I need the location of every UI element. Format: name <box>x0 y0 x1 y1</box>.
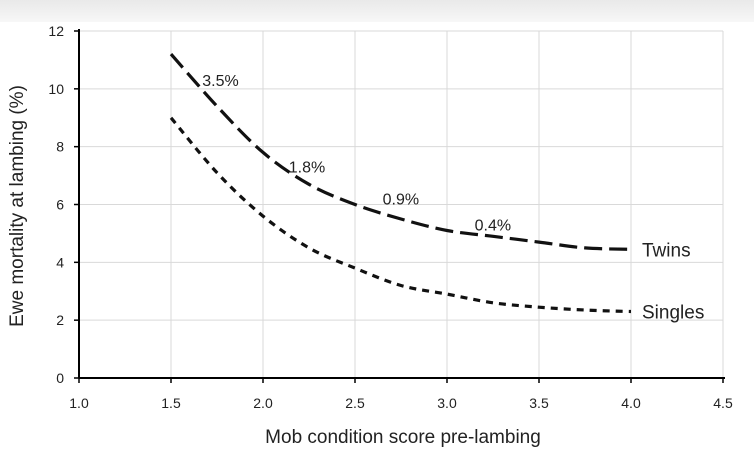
y-tick-label: 2 <box>56 312 64 328</box>
series-line-singles <box>169 116 632 314</box>
x-axis-title: Mob condition score pre-lambing <box>265 427 541 448</box>
annotation-label: 1.8% <box>289 160 325 177</box>
series-label-twins: Twins <box>642 240 691 261</box>
x-tick-label: 3.5 <box>529 395 549 411</box>
axes <box>74 29 725 383</box>
y-tick-label: 4 <box>56 254 64 270</box>
annotation-label: 0.4% <box>475 218 511 235</box>
annotations: 3.5% 1.8% 0.9% 0.4% <box>202 73 511 235</box>
annotation-label: 0.9% <box>383 192 419 209</box>
y-axis-title: Ewe mortality at lambing (%) <box>7 85 28 327</box>
y-tick-label: 10 <box>48 81 64 97</box>
y-tick-label: 8 <box>56 139 64 155</box>
x-tick-label: 4.0 <box>621 395 641 411</box>
tick-labels: 1.0 1.5 2.0 2.5 3.0 3.5 4.0 4.5 0 2 4 6 8 10 12 <box>48 23 733 411</box>
x-tick-label: 2.5 <box>345 395 365 411</box>
top-band <box>0 0 754 22</box>
series-label-singles: Singles <box>642 302 704 323</box>
y-tick-label: 0 <box>56 370 64 386</box>
x-tick-label: 3.0 <box>437 395 457 411</box>
annotation-label: 3.5% <box>202 73 238 90</box>
gridlines <box>79 30 724 378</box>
x-tick-label: 1.5 <box>161 395 181 411</box>
y-tick-label: 6 <box>56 197 64 213</box>
series-labels: Twins Singles <box>642 240 704 323</box>
series-line-twins <box>169 53 632 251</box>
x-tick-label: 4.5 <box>713 395 733 411</box>
x-tick-label: 1.0 <box>69 395 89 411</box>
series-lines <box>169 53 632 314</box>
y-tick-label: 12 <box>48 23 64 39</box>
x-tick-label: 2.0 <box>253 395 273 411</box>
